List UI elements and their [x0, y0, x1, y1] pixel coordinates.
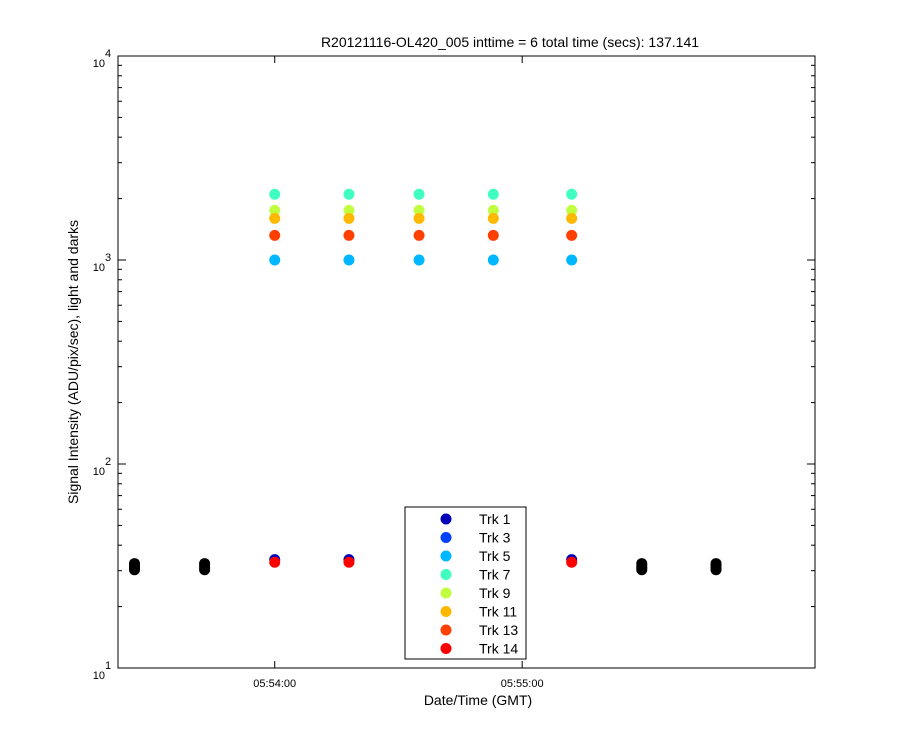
data-point — [269, 204, 281, 216]
legend-box — [404, 506, 527, 660]
data-point — [343, 212, 355, 224]
legend-marker — [440, 624, 452, 636]
legend-marker — [440, 550, 452, 562]
x-tick-label: 05:54:00 — [253, 678, 296, 690]
data-point — [566, 254, 578, 266]
y-tick-base: 10 — [93, 670, 105, 682]
data-point — [343, 204, 355, 216]
data-point — [566, 188, 578, 200]
y-tick-exponent: 1 — [105, 660, 111, 672]
data-point — [413, 204, 425, 216]
data-point — [343, 254, 355, 266]
data-point — [413, 212, 425, 224]
y-tick-label: 101 — [93, 660, 111, 682]
data-point — [269, 254, 281, 266]
y-tick-exponent: 3 — [105, 252, 111, 264]
x-axis-title: Date/Time (GMT) — [424, 692, 532, 708]
data-point — [128, 564, 140, 576]
data-point — [269, 556, 281, 568]
data-point — [343, 188, 355, 200]
legend-label: Trk 11 — [479, 604, 517, 620]
data-point — [566, 229, 578, 241]
y-tick-label: 102 — [93, 456, 111, 478]
series-trk-5 — [269, 254, 578, 266]
data-point — [566, 204, 578, 216]
chart-title: R20121116-OL420_005 inttime = 6 total ti… — [321, 34, 699, 50]
y-tick-base: 10 — [93, 466, 105, 478]
data-point — [413, 188, 425, 200]
y-tick-label: 103 — [93, 252, 111, 274]
legend-label: Trk 13 — [479, 622, 518, 638]
data-point — [487, 204, 499, 216]
legend-marker — [440, 643, 452, 654]
legend-label: Trk 14 — [479, 641, 518, 657]
series-trk-11 — [269, 212, 578, 224]
data-points — [128, 188, 722, 576]
data-point — [566, 212, 578, 224]
legend-label: Trk 3 — [479, 530, 511, 546]
data-point — [487, 188, 499, 200]
y-tick-label: 104 — [93, 48, 111, 70]
data-point — [343, 556, 355, 568]
y-tick-base: 10 — [93, 58, 105, 70]
y-axis-title: Signal Intensity (ADU/pix/sec), light an… — [65, 220, 81, 504]
legend-label: Trk 5 — [479, 548, 511, 564]
y-tick-exponent: 2 — [105, 456, 111, 468]
series-trk-7 — [269, 188, 578, 200]
series-trk-9 — [269, 204, 578, 216]
series-trk-13 — [269, 229, 578, 241]
legend-label: Trk 9 — [479, 585, 511, 601]
legend-marker — [440, 587, 452, 599]
data-point — [269, 229, 281, 241]
data-point — [269, 212, 281, 224]
data-point — [487, 254, 499, 266]
data-point — [413, 229, 425, 241]
legend-label: Trk 1 — [479, 511, 511, 527]
x-tick-label: 05:55:00 — [501, 678, 544, 690]
data-point — [487, 212, 499, 224]
data-point — [269, 188, 281, 200]
data-point — [710, 564, 722, 576]
data-point — [413, 254, 425, 266]
data-point — [566, 556, 578, 568]
data-point — [343, 229, 355, 241]
y-tick-exponent: 4 — [105, 48, 111, 60]
series-trk-14 — [269, 556, 578, 568]
legend-marker — [440, 513, 452, 525]
legend-label: Trk 7 — [479, 567, 511, 583]
data-point — [487, 229, 499, 241]
legend-marker — [440, 569, 452, 580]
data-point — [199, 564, 211, 576]
legend: Trk 1 Trk 3 Trk 5 Trk 7 Trk 9 Trk 11 Trk 13 Trk… — [404, 506, 527, 660]
legend-marker — [440, 532, 452, 543]
data-point — [636, 564, 648, 576]
series-darks — [128, 558, 722, 576]
y-tick-base: 10 — [93, 262, 105, 274]
legend-marker — [440, 606, 452, 617]
